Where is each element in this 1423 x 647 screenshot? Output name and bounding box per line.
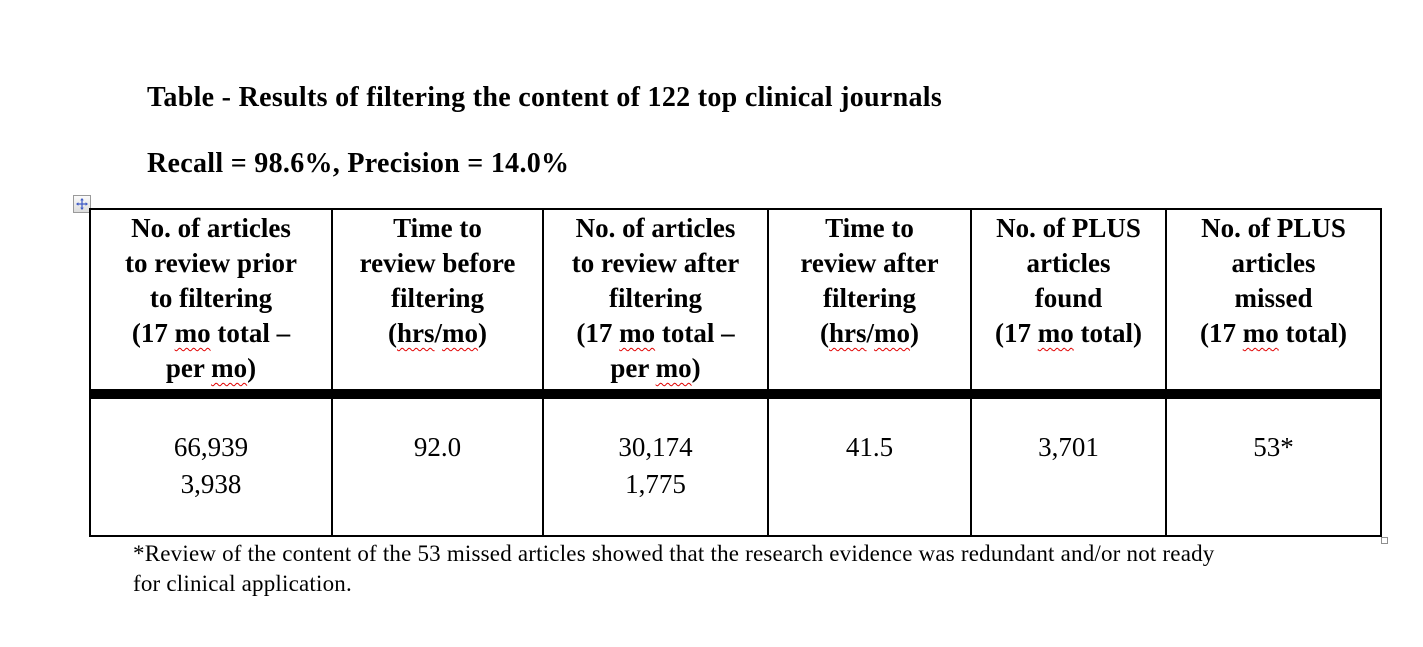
table-header-row: No. of articles to review prior to filteri…	[91, 210, 1380, 389]
header-line: filtering	[391, 283, 484, 313]
header-cell: Time to review after filtering (hrs/mo)	[769, 210, 972, 389]
data-cell: 92.0	[333, 399, 544, 535]
misspelled-word: mo	[619, 318, 656, 348]
misspelled-word: hrs	[828, 318, 867, 348]
header-line: (hrs/mo)	[819, 318, 920, 348]
header-line: articles	[1026, 248, 1111, 278]
header-line: filtering	[609, 283, 702, 313]
data-value: 92.0	[413, 432, 462, 462]
header-line: (hrs/mo)	[387, 318, 488, 348]
misspelled-word: mo	[174, 318, 211, 348]
header-line: found	[1034, 283, 1103, 313]
results-table: No. of articles to review prior to filteri…	[89, 208, 1382, 537]
header-line: to filtering	[149, 283, 273, 313]
data-value: 53*	[1253, 432, 1294, 462]
header-cell: No. of PLUS articles missed (17 mo total)	[1167, 210, 1380, 389]
header-cell: No. of articles to review prior to filteri…	[91, 210, 333, 389]
header-cell: No. of PLUS articles found (17 mo total)	[972, 210, 1167, 389]
misspelled-word: mo	[1037, 318, 1074, 348]
header-line: (17 mo total –	[576, 318, 735, 348]
misspelled-word: mo	[1242, 318, 1279, 348]
table-move-handle[interactable]	[73, 195, 91, 213]
data-cell: 53*	[1167, 399, 1380, 535]
header-line: per mo)	[165, 353, 257, 383]
data-value: 1,775	[625, 469, 686, 499]
data-cell: 41.5	[769, 399, 972, 535]
data-value: 3,701	[1038, 432, 1099, 462]
header-cell: No. of articles to review after filtering (…	[544, 210, 769, 389]
misspelled-word: mo	[442, 318, 479, 348]
header-line: per mo)	[610, 353, 701, 383]
header-line: to review after	[571, 248, 740, 278]
header-line: review after	[800, 248, 939, 278]
header-line: review before	[359, 248, 516, 278]
header-line: Time to	[825, 213, 914, 243]
header-line: No. of articles	[131, 213, 291, 243]
header-cell: Time to review before filtering (hrs/mo)	[333, 210, 544, 389]
move-icon	[76, 198, 88, 210]
data-value: 41.5	[845, 432, 894, 462]
footnote: *Review of the content of the 53 missed …	[133, 539, 1215, 599]
footnote-line: *Review of the content of the 53 missed …	[133, 541, 1215, 566]
table-data-row: 66,939 3,938 92.0 30,174 1,775 41.5 3,701 53*	[91, 399, 1380, 535]
header-line: filtering	[823, 283, 916, 313]
recall-precision-line: Recall = 98.6%, Precision = 14.0%	[147, 148, 570, 179]
data-value: 66,939	[173, 432, 249, 462]
header-line: missed	[1234, 283, 1313, 313]
header-line: No. of PLUS	[996, 213, 1141, 243]
misspelled-word: mo	[655, 353, 692, 383]
misspelled-word: hrs	[396, 318, 435, 348]
header-line: (17 mo total –	[131, 318, 291, 348]
data-cell: 66,939 3,938	[91, 399, 333, 535]
header-line: Time to	[393, 213, 482, 243]
footnote-line: for clinical application.	[133, 571, 352, 596]
header-line: (17 mo total)	[1200, 318, 1347, 348]
misspelled-word: mo	[874, 318, 911, 348]
header-line: No. of PLUS	[1201, 213, 1346, 243]
data-value: 30,174	[618, 432, 693, 462]
header-line: to review prior	[125, 248, 297, 278]
data-cell: 30,174 1,775	[544, 399, 769, 535]
header-line: articles	[1231, 248, 1316, 278]
header-line: No. of articles	[575, 213, 736, 243]
header-separator-bar	[91, 389, 1380, 399]
misspelled-word: mo	[211, 353, 248, 383]
data-value: 3,938	[180, 469, 242, 499]
table-resize-handle[interactable]	[1381, 537, 1388, 544]
table-title: Table - Results of filtering the content…	[147, 82, 943, 113]
header-line: (17 mo total)	[995, 318, 1142, 348]
data-cell: 3,701	[972, 399, 1167, 535]
